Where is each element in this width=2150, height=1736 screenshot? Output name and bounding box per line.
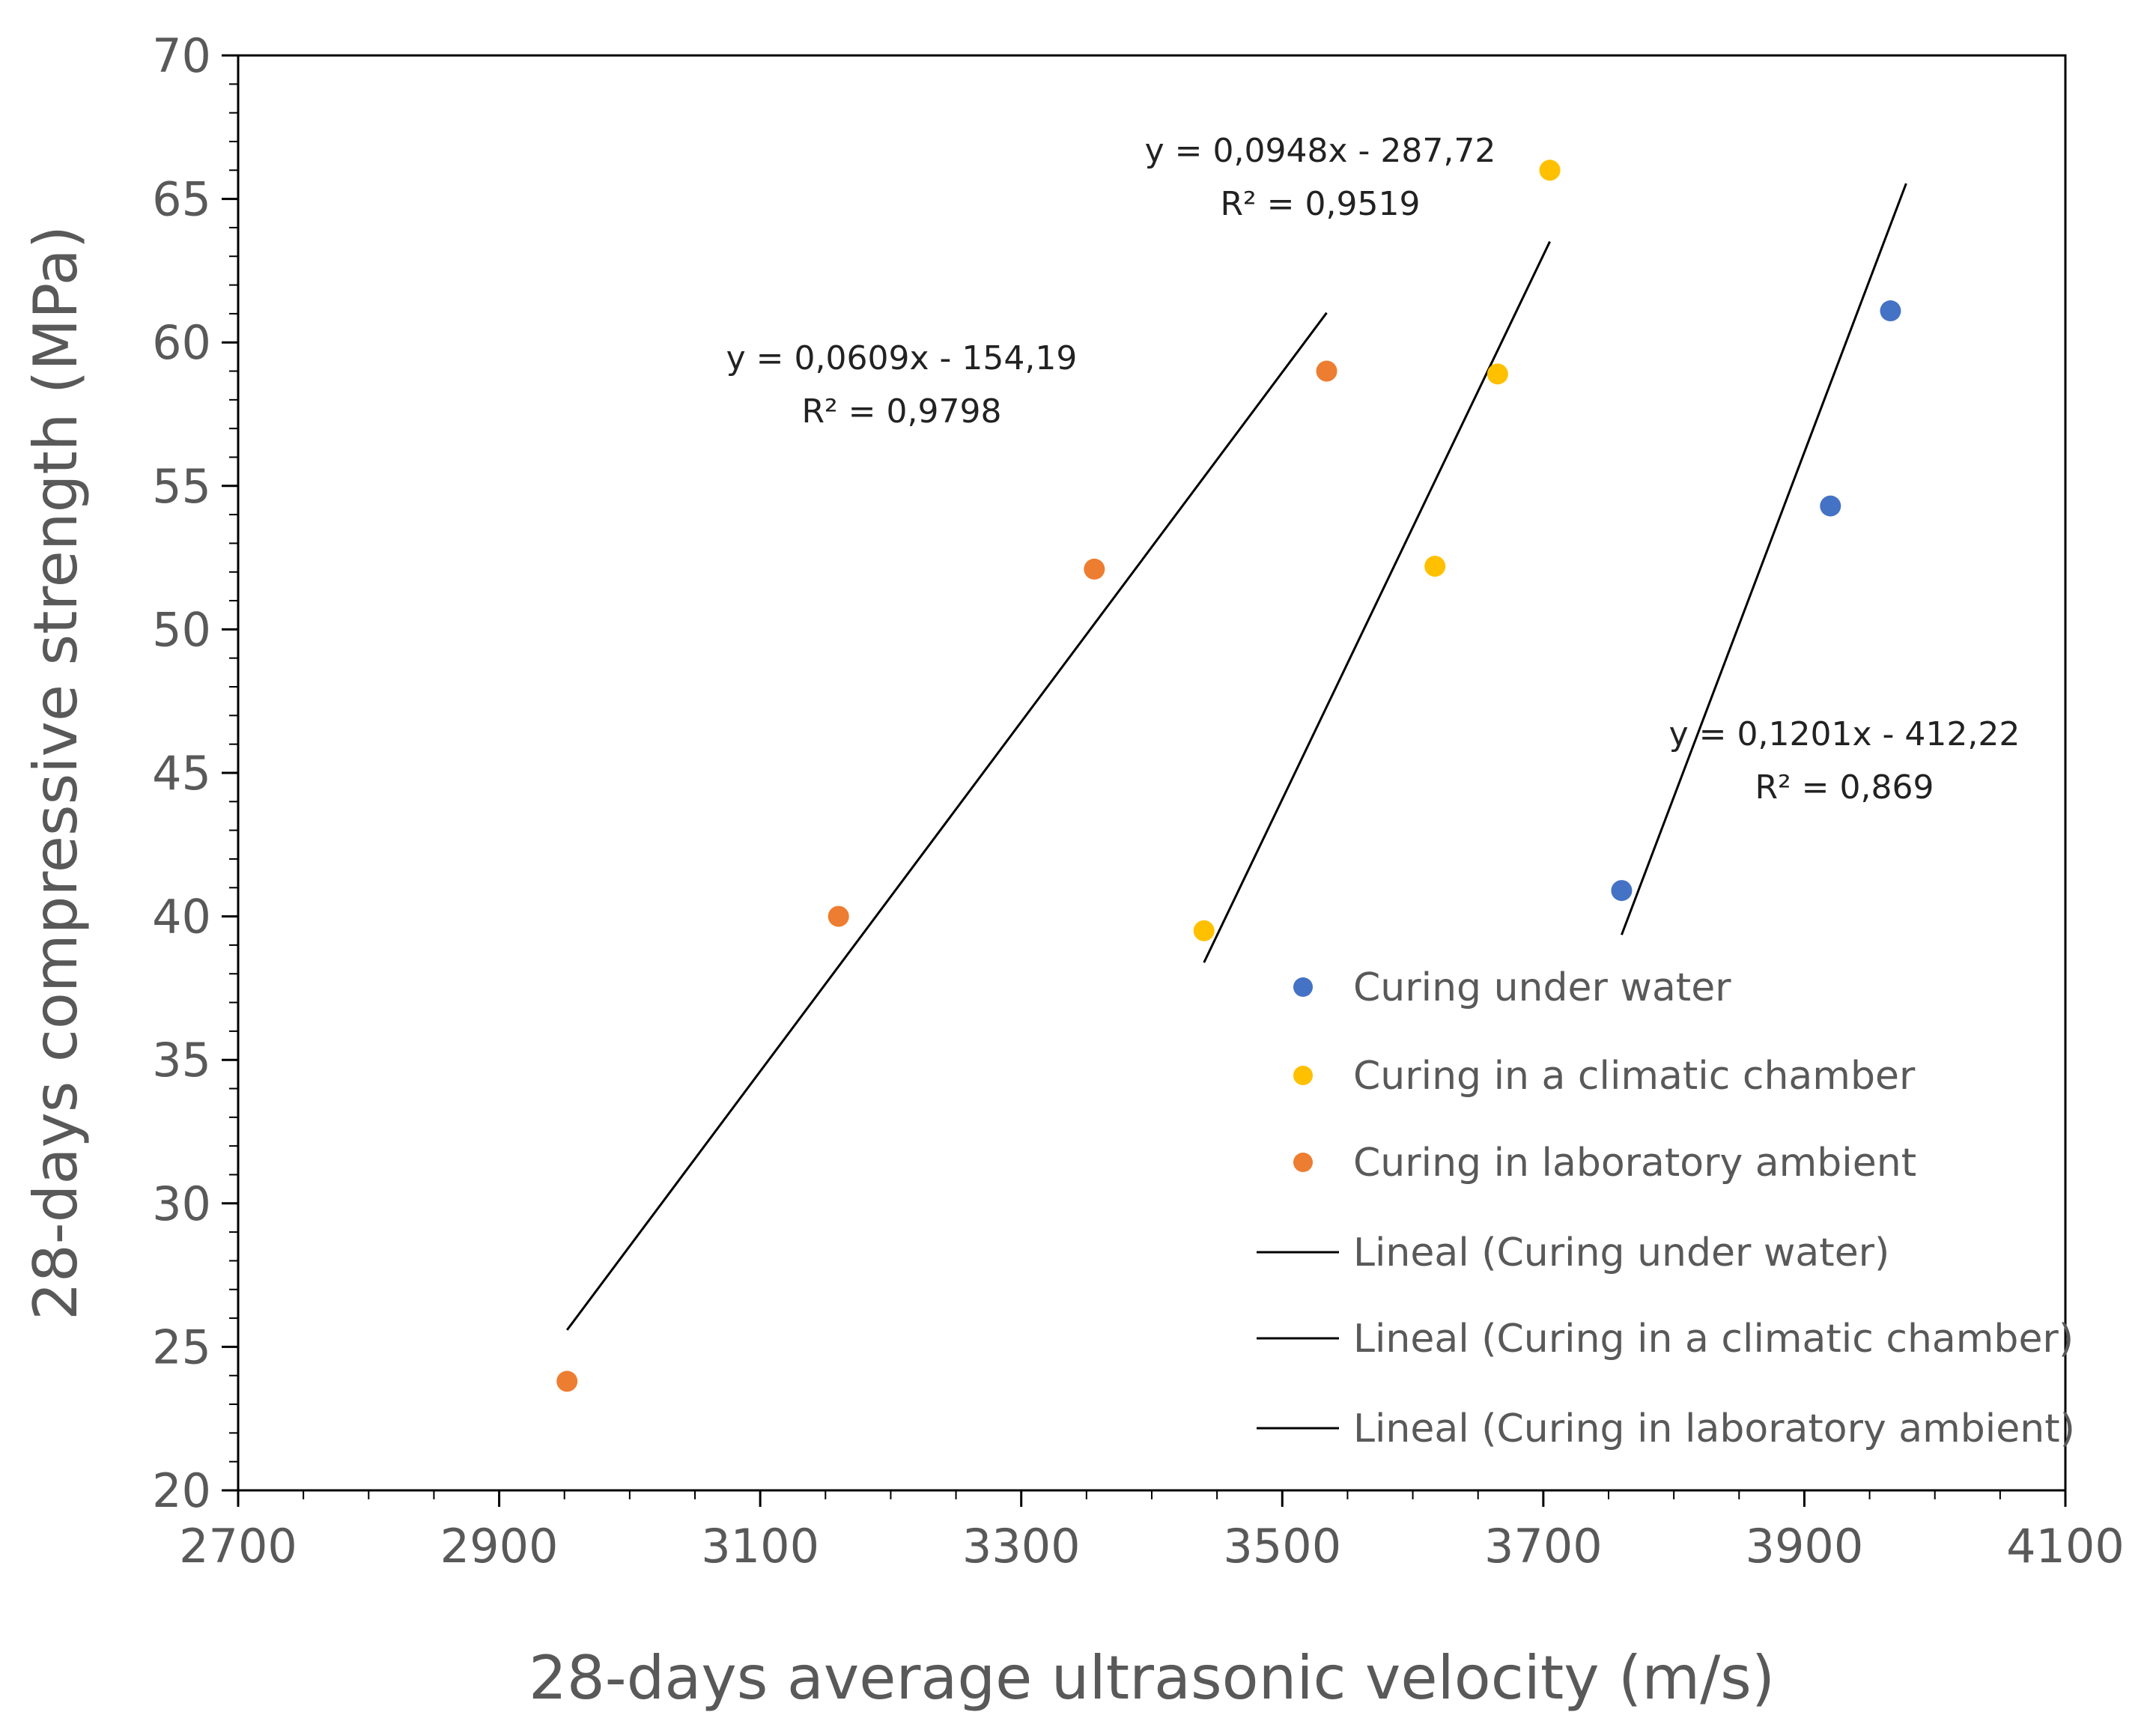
data-point-series-2 — [827, 905, 849, 927]
y-tick-labels: 20 25 30 35 40 45 50 55 60 65 70 — [152, 28, 211, 1518]
data-point-series-0 — [1880, 300, 1901, 322]
data-point-series-2 — [556, 1371, 578, 1392]
legend-marker-water — [1293, 977, 1313, 997]
y-tick-label: 50 — [152, 602, 211, 657]
y-tick-label: 40 — [152, 890, 211, 944]
legend-label-trend-water: Lineal (Curing under water) — [1353, 1230, 1889, 1275]
legend-label-trend-climatic: Lineal (Curing in a climatic chamber) — [1353, 1317, 2074, 1362]
legend-label-trend-laboratory: Lineal (Curing in laboratory ambient) — [1353, 1406, 2075, 1451]
y-tick-label: 45 — [152, 746, 211, 801]
data-point-series-1 — [1424, 556, 1446, 577]
annotation-equation-laboratory: y = 0,0609x - 154,19 — [726, 339, 1078, 377]
data-point-series-0 — [1820, 495, 1841, 517]
y-tick-label: 60 — [152, 315, 211, 370]
y-axis-title: 28-days compressive strength (MPa) — [21, 225, 91, 1320]
data-points — [556, 160, 1901, 1392]
data-point-series-2 — [1084, 558, 1105, 580]
annotation-r2-climatic: R² = 0,9519 — [1220, 185, 1420, 223]
data-point-series-0 — [1611, 880, 1633, 902]
legend-marker-climatic — [1293, 1066, 1313, 1085]
x-tick-labels: 2700 2900 3100 3300 3500 3700 3900 4100 — [179, 1519, 2125, 1573]
legend-label-laboratory: Curing in laboratory ambient — [1353, 1141, 1916, 1186]
data-point-series-1 — [1487, 363, 1508, 385]
major-ticks — [222, 54, 2067, 1507]
trendline-series-0 — [1621, 183, 1907, 935]
legend-marker-laboratory — [1293, 1153, 1313, 1172]
y-tick-label: 30 — [152, 1177, 211, 1231]
y-tick-label: 70 — [152, 28, 211, 83]
annotation-equation-climatic: y = 0,0948x - 287,72 — [1145, 132, 1496, 170]
annotation-r2-water: R² = 0,869 — [1755, 768, 1934, 807]
y-tick-label: 65 — [152, 172, 211, 227]
x-axis-title: 28-days average ultrasonic velocity (m/s… — [529, 1643, 1775, 1713]
y-tick-label: 20 — [152, 1463, 211, 1518]
trendlines — [565, 183, 1907, 1331]
y-tick-label: 25 — [152, 1320, 211, 1374]
legend-label-climatic: Curing in a climatic chamber — [1353, 1054, 1916, 1099]
legend-label-water: Curing under water — [1353, 965, 1731, 1010]
x-tick-label: 3900 — [1746, 1519, 1864, 1573]
trendline-series-2 — [565, 312, 1328, 1331]
x-tick-label: 2900 — [440, 1519, 559, 1573]
y-tick-label: 35 — [152, 1033, 211, 1087]
y-tick-label: 55 — [152, 459, 211, 514]
annotation-r2-laboratory: R² = 0,9798 — [801, 392, 1001, 431]
x-tick-label: 3100 — [701, 1519, 819, 1573]
legend: Curing under water Curing in a climatic … — [1257, 965, 2075, 1451]
x-tick-label: 4100 — [2006, 1519, 2125, 1573]
x-tick-label: 3700 — [1484, 1519, 1603, 1573]
x-tick-label: 2700 — [179, 1519, 297, 1573]
data-point-series-1 — [1193, 920, 1215, 941]
x-tick-label: 3500 — [1223, 1519, 1341, 1573]
x-tick-label: 3300 — [962, 1519, 1081, 1573]
trendline-series-1 — [1203, 240, 1551, 963]
annotation-equation-water: y = 0,1201x - 412,22 — [1669, 715, 2020, 753]
data-point-series-1 — [1539, 160, 1561, 181]
data-point-series-2 — [1316, 360, 1337, 382]
minor-ticks — [229, 83, 2001, 1499]
